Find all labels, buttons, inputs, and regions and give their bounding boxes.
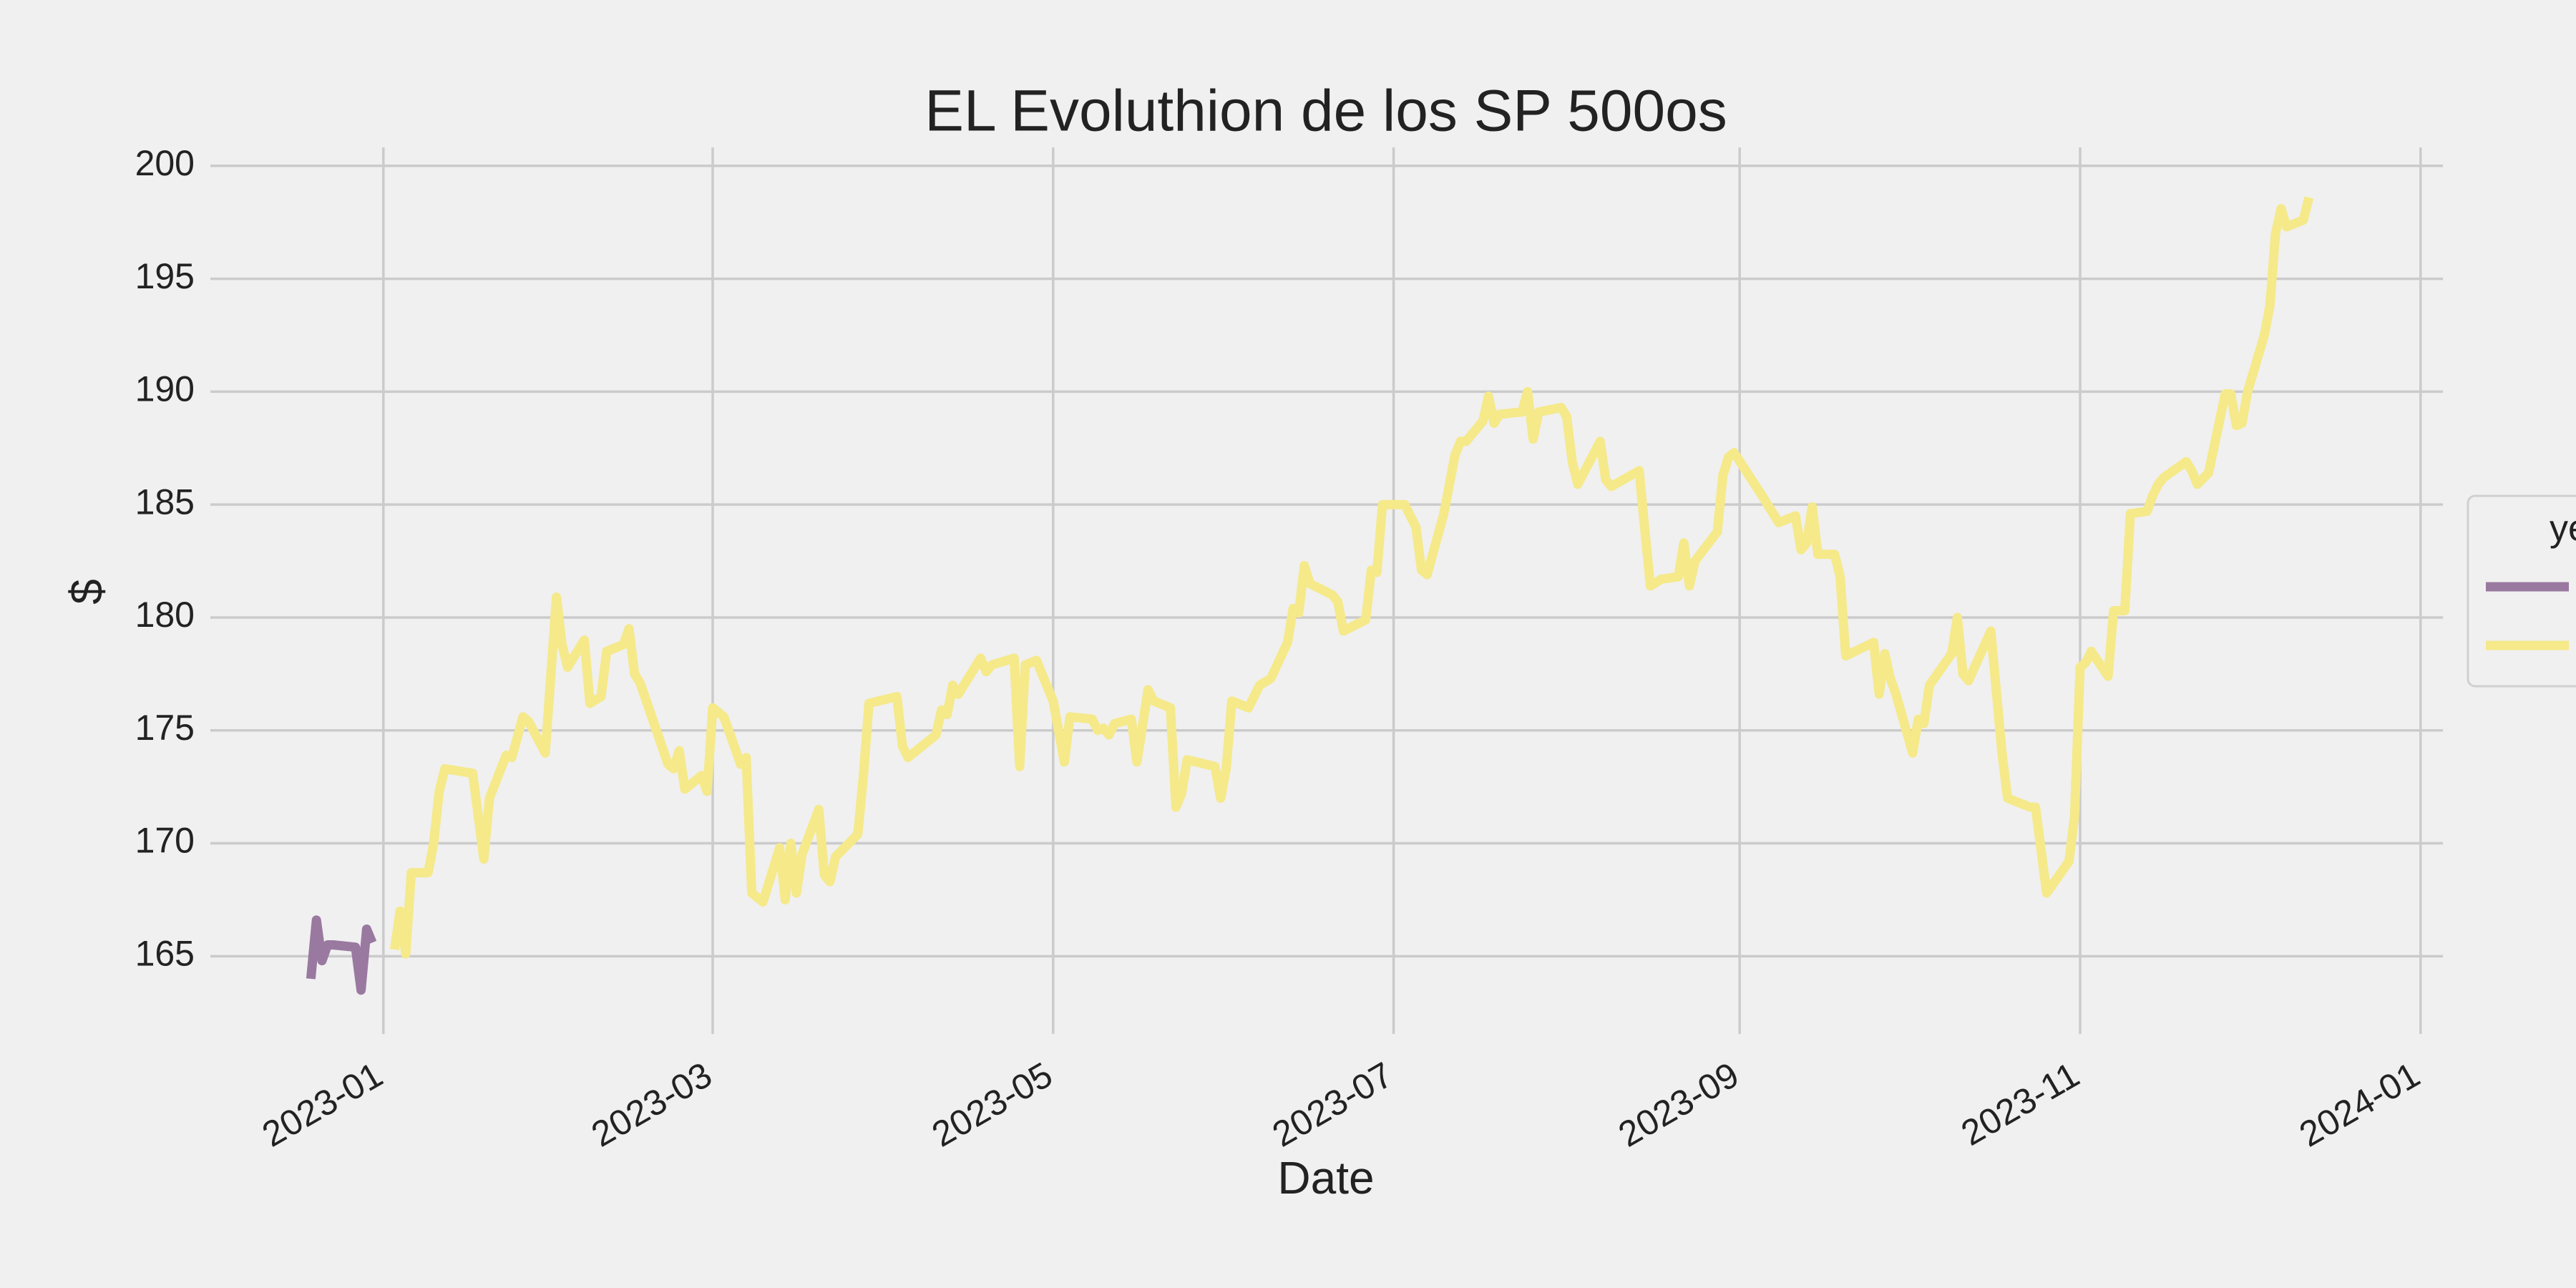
series-line — [306, 915, 377, 995]
series-line — [389, 196, 2314, 959]
y-tick-label: 185 — [135, 482, 195, 522]
y-tick-label: 195 — [135, 256, 195, 296]
y-tick-label: 180 — [135, 595, 195, 635]
plot-lines — [306, 196, 2314, 995]
y-axis-label: $ — [61, 579, 112, 605]
y-tick-label: 190 — [135, 369, 195, 409]
x-axis-label: Date — [1277, 1152, 1374, 1204]
grid — [210, 147, 2443, 1034]
y-tick-label: 170 — [135, 821, 195, 861]
chart-title: EL Evoluthion de los SP 500os — [924, 79, 1727, 144]
y-tick-label: 175 — [135, 708, 195, 748]
legend-title: ye — [2550, 508, 2576, 550]
legend: ye — [2467, 494, 2576, 688]
y-tick-label: 200 — [135, 143, 195, 183]
y-tick-label: 165 — [135, 934, 195, 974]
